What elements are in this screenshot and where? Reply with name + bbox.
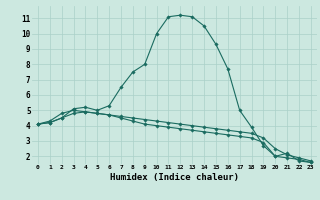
X-axis label: Humidex (Indice chaleur): Humidex (Indice chaleur) bbox=[110, 173, 239, 182]
